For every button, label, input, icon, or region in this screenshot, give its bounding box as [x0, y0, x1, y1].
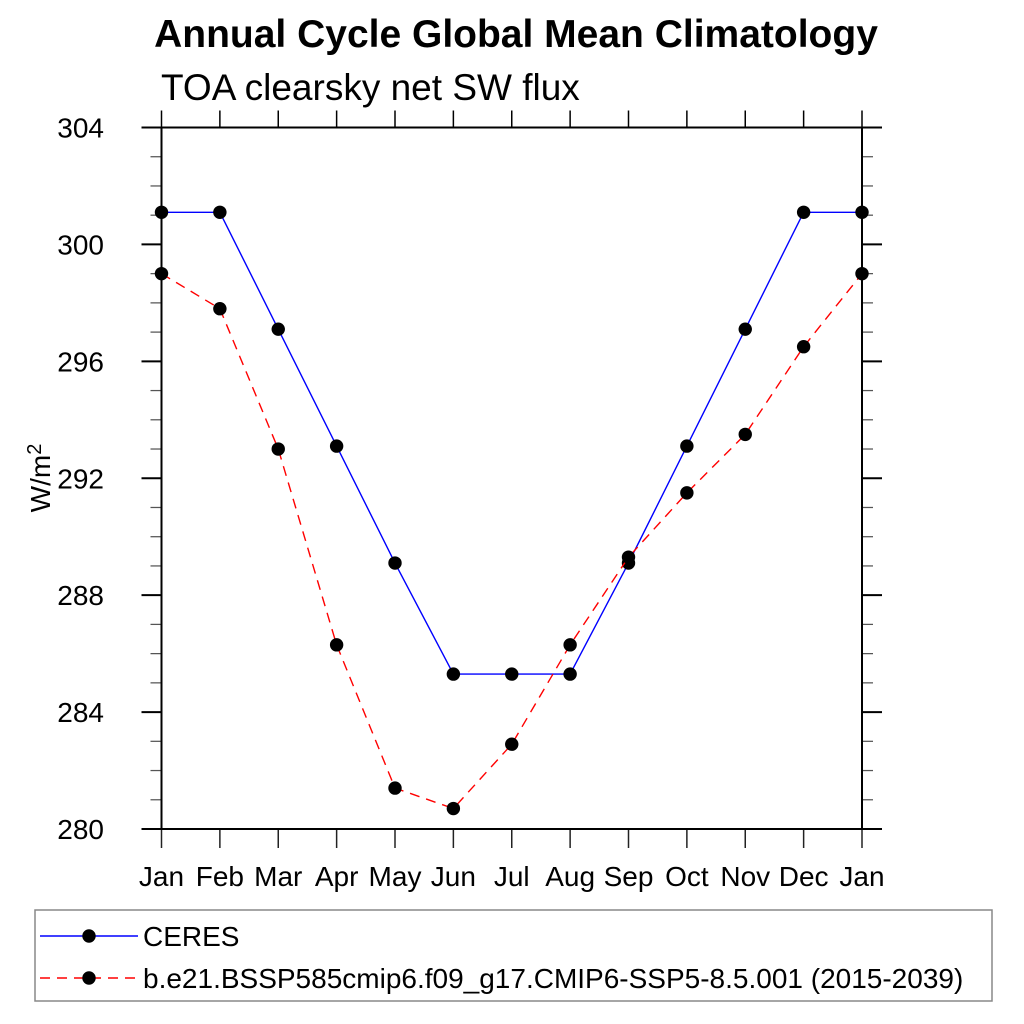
plot-frame	[160, 126, 863, 830]
data-point-marker	[446, 667, 461, 681]
data-point-marker	[213, 302, 227, 316]
y-tick-label: 296	[57, 346, 104, 377]
x-tick-label: Dec	[779, 861, 829, 892]
data-point-marker	[855, 266, 869, 281]
x-axis-tick-labels: Jan Feb Mar Apr May Jun Jul Aug Sep Oct Nov Dec Jan	[139, 861, 885, 892]
legend-marker	[82, 929, 96, 943]
data-point-marker	[213, 205, 227, 219]
data-point-marker	[680, 486, 694, 500]
data-series	[154, 205, 869, 816]
y-tick-label: 292	[57, 463, 104, 494]
x-axis-ticks	[160, 110, 863, 848]
data-point-marker	[505, 737, 519, 751]
plot-border	[160, 126, 863, 830]
data-point-marker	[271, 322, 285, 336]
data-point-marker	[563, 638, 577, 652]
x-tick-label: Apr	[315, 861, 359, 892]
series-line	[161, 273, 863, 810]
chart-subtitle: TOA clearsky net SW flux	[161, 67, 580, 108]
y-tick-label: 280	[57, 814, 104, 845]
series-ceres	[154, 205, 869, 681]
y-tick-label: 288	[57, 580, 104, 611]
legend-box	[34, 909, 993, 1002]
x-tick-label: Oct	[665, 861, 709, 892]
x-tick-label: Jun	[431, 861, 476, 892]
data-point-marker	[621, 550, 636, 564]
x-tick-label: May	[369, 861, 422, 892]
data-point-marker	[154, 205, 169, 219]
x-tick-label: Mar	[254, 861, 302, 892]
x-tick-label: Jan	[839, 861, 884, 892]
data-point-marker	[329, 439, 344, 453]
chart-title: Annual Cycle Global Mean Climatology	[154, 13, 878, 56]
data-point-marker	[271, 442, 285, 456]
y-tick-label: 300	[57, 229, 104, 260]
y-axis-label-base: W/m	[25, 455, 56, 513]
data-point-marker	[388, 781, 402, 795]
data-point-marker	[329, 638, 344, 652]
data-point-marker	[154, 266, 169, 281]
x-tick-label: Sep	[604, 861, 654, 892]
data-point-marker	[680, 439, 694, 453]
y-axis-label-exponent: 2	[24, 444, 46, 455]
x-tick-label: Jan	[139, 861, 184, 892]
series-line	[161, 211, 862, 675]
legend-marker	[82, 971, 96, 985]
y-axis-ticks	[141, 126, 882, 830]
x-tick-label: Feb	[196, 861, 244, 892]
series-model	[154, 266, 869, 816]
data-point-marker	[796, 340, 811, 354]
y-axis-tick-labels: 280 284 288 292 296 300 304	[57, 113, 104, 846]
y-tick-label: 284	[57, 697, 104, 728]
data-point-marker	[563, 667, 577, 681]
legend-label-ceres: CERES	[143, 921, 239, 952]
data-point-marker	[796, 205, 811, 219]
legend: CERES b.e21.BSSP585cmip6.f09_g17.CMIP6-S…	[34, 909, 993, 1002]
y-axis-label: W/m2	[24, 444, 56, 513]
data-point-marker	[505, 667, 519, 681]
x-tick-label: Aug	[545, 861, 595, 892]
data-point-marker	[738, 322, 752, 336]
legend-samples	[40, 929, 138, 985]
x-tick-label: Jul	[494, 861, 530, 892]
data-point-marker	[855, 205, 869, 219]
x-tick-label: Nov	[720, 861, 770, 892]
legend-label-model: b.e21.BSSP585cmip6.f09_g17.CMIP6-SSP5-8.…	[143, 963, 963, 994]
data-point-marker	[388, 556, 402, 570]
y-tick-label: 304	[57, 113, 104, 144]
data-point-marker	[738, 427, 752, 442]
data-point-marker	[446, 801, 461, 816]
